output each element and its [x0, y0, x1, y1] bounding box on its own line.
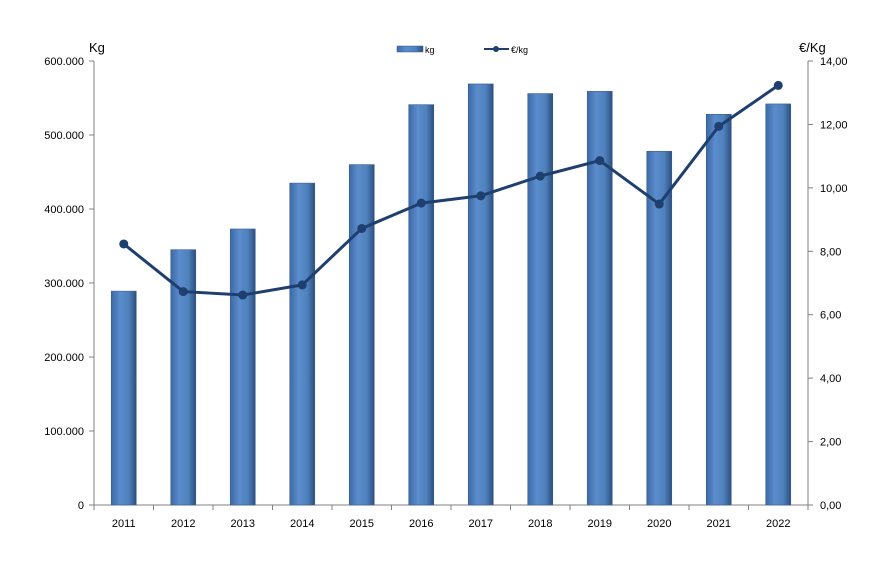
- left-tick-label: 500.000: [44, 130, 84, 142]
- legend-kg-label: kg: [425, 45, 435, 55]
- left-axis-title: Kg: [89, 40, 105, 55]
- left-tick-label: 100.000: [44, 426, 84, 438]
- line-price: [122, 84, 780, 297]
- bar-kg-2021: [705, 113, 732, 506]
- x-tick-label-2015: 2015: [350, 518, 374, 530]
- right-tick-label: 2,00: [820, 437, 841, 449]
- bar-kg-2013: [229, 228, 256, 506]
- x-tick-label-2018: 2018: [528, 518, 552, 530]
- legend-price-marker: [493, 46, 499, 52]
- right-axis-title: €/Kg: [799, 40, 826, 55]
- bar-kg-2022: [765, 103, 792, 506]
- point-price-2022: [773, 80, 783, 90]
- left-tick-label: 300.000: [44, 278, 84, 290]
- x-tick-label-2020: 2020: [647, 518, 671, 530]
- point-price-2014: [297, 280, 307, 290]
- bar-kg-2017: [467, 83, 494, 506]
- x-tick-label-2014: 2014: [290, 518, 314, 530]
- left-ticks: 0 100.000 200.000 300.000 400.000 500.000 600.…: [44, 56, 94, 512]
- bar-kg-2014: [289, 182, 316, 506]
- x-tick-label-2011: 2011: [112, 518, 136, 530]
- point-price-2017: [476, 191, 486, 201]
- bar-kg-2016: [408, 104, 435, 506]
- point-price-2020: [654, 199, 664, 209]
- point-price-2021: [714, 121, 724, 131]
- right-ticks: 0,00 2,00 4,00 6,00 8,00 10,00 12,00 14,00: [808, 56, 848, 512]
- right-tick-label: 14,00: [820, 56, 848, 68]
- plot-area: [93, 61, 809, 506]
- left-tick-label: 0: [78, 500, 84, 512]
- legend-kg-swatch: [396, 45, 424, 53]
- line-series: [119, 80, 783, 300]
- point-price-2019: [595, 156, 605, 166]
- point-price-2015: [357, 223, 367, 233]
- point-price-2013: [238, 290, 248, 300]
- left-tick-label: 600.000: [44, 56, 84, 68]
- bar-kg-2018: [527, 93, 554, 506]
- x-tick-label-2012: 2012: [171, 518, 195, 530]
- bar-kg-2015: [348, 164, 375, 506]
- x-tick-label-2019: 2019: [588, 518, 612, 530]
- legend-price-label: €/kg: [511, 45, 528, 55]
- left-tick-label: 200.000: [44, 352, 84, 364]
- x-tick-label-2016: 2016: [409, 518, 433, 530]
- point-price-2018: [535, 171, 545, 181]
- x-tick-label-2022: 2022: [766, 518, 790, 530]
- bar-kg-2019: [586, 91, 613, 506]
- right-tick-label: 10,00: [820, 183, 848, 195]
- bar-kg-2020: [646, 150, 673, 506]
- x-tick-label-2021: 2021: [707, 518, 731, 530]
- x-ticks: 2011 2012 2013 2014 2015 2016 2017 2018 2019 2020…: [93, 505, 809, 530]
- right-tick-label: 0,00: [820, 500, 841, 512]
- x-tick-label-2017: 2017: [469, 518, 493, 530]
- right-tick-label: 8,00: [820, 246, 841, 258]
- legend: kg €/kg: [396, 45, 528, 55]
- left-tick-label: 400.000: [44, 204, 84, 216]
- point-price-2016: [416, 198, 426, 208]
- bar-kg-2011: [110, 290, 137, 506]
- right-tick-label: 6,00: [820, 310, 841, 322]
- x-tick-label-2013: 2013: [231, 518, 255, 530]
- right-tick-label: 4,00: [820, 373, 841, 385]
- point-price-2011: [119, 239, 129, 249]
- point-price-2012: [178, 287, 188, 297]
- right-tick-label: 12,00: [820, 119, 848, 131]
